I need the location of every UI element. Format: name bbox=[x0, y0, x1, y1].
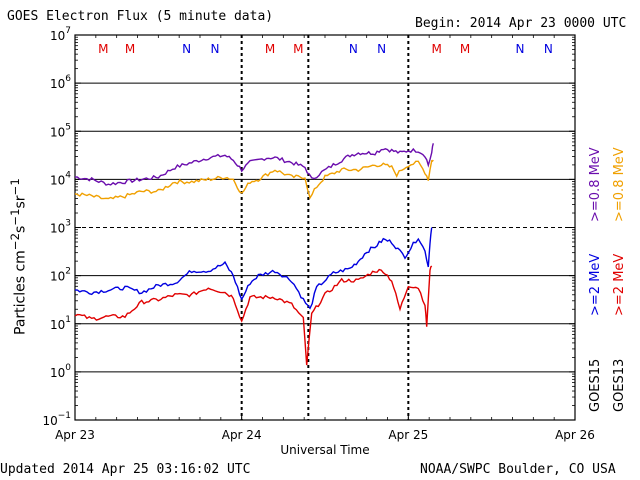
y-tick-label: 101 bbox=[50, 315, 71, 332]
mn-marker: M bbox=[98, 42, 108, 56]
x-tick-label: Apr 24 bbox=[222, 428, 262, 442]
series-goes15_08 bbox=[74, 143, 434, 186]
legend-goes13-sat: GOES13 bbox=[612, 358, 627, 412]
mn-marker: N bbox=[349, 42, 358, 56]
updated-timestamp: Updated 2014 Apr 25 03:16:02 UTC bbox=[0, 462, 251, 477]
mn-marker: N bbox=[377, 42, 386, 56]
legend-goes15-2: >=2 MeV bbox=[588, 253, 603, 316]
chart-title: GOES Electron Flux (5 minute data) bbox=[7, 9, 274, 24]
y-tick-label: 105 bbox=[50, 122, 71, 139]
mn-marker: N bbox=[182, 42, 191, 56]
mn-marker: N bbox=[516, 42, 525, 56]
y-tick-label: 102 bbox=[50, 267, 71, 284]
plot-frame bbox=[74, 34, 576, 421]
begin-time-label: Begin: 2014 Apr 23 0000 UTC bbox=[415, 16, 627, 31]
mn-marker: M bbox=[125, 42, 135, 56]
y-tick-label: 107 bbox=[50, 26, 71, 43]
credit-label: NOAA/SWPC Boulder, CO USA bbox=[420, 462, 616, 477]
y-axis-label: Particles cm−2s−1sr−1 bbox=[8, 178, 29, 335]
y-tick-label: 104 bbox=[50, 170, 71, 187]
mn-marker: M bbox=[460, 42, 470, 56]
x-tick-label: Apr 23 bbox=[55, 428, 95, 442]
legend-goes13-2: >=2 MeV bbox=[612, 253, 627, 316]
x-axis-label: Universal Time bbox=[280, 443, 369, 457]
x-tick-label: Apr 26 bbox=[555, 428, 595, 442]
y-tick-label: 100 bbox=[50, 363, 71, 380]
y-tick-label: 103 bbox=[50, 219, 71, 236]
legend-goes15-08: >=0.8 MeV bbox=[588, 147, 603, 222]
series-goes13_08 bbox=[74, 159, 434, 200]
mn-marker: N bbox=[211, 42, 220, 56]
mn-marker: M bbox=[265, 42, 275, 56]
y-tick-label: 106 bbox=[50, 74, 71, 91]
y-tick-label: 10−1 bbox=[42, 411, 71, 428]
mn-marker: N bbox=[544, 42, 553, 56]
series-goes13_2 bbox=[74, 265, 433, 366]
mn-marker: M bbox=[431, 42, 441, 56]
mn-marker: M bbox=[293, 42, 303, 56]
series-goes15_2 bbox=[74, 227, 433, 310]
x-tick-label: Apr 25 bbox=[388, 428, 428, 442]
legend-goes13-08: >=0.8 MeV bbox=[612, 147, 627, 222]
legend-goes15-sat: GOES15 bbox=[588, 358, 603, 412]
